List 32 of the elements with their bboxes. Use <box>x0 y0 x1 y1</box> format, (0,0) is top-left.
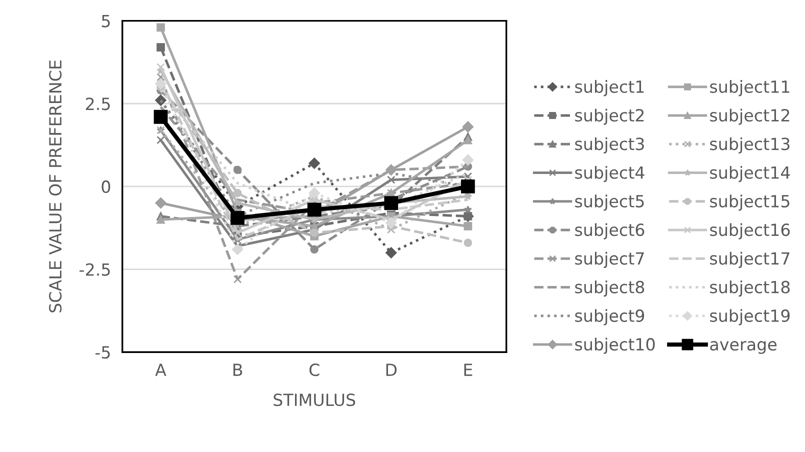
x-tick-label: D <box>386 364 397 376</box>
legend-label: subject14 <box>710 166 790 182</box>
y-tick-label: 0 <box>102 180 110 194</box>
legend-label: subject19 <box>710 309 790 326</box>
legend-label: subject18 <box>710 280 790 297</box>
legend-label: subject3 <box>575 137 644 154</box>
legend-label: subject1 <box>575 80 644 96</box>
legend-label: subject15 <box>710 194 790 211</box>
x-tick-label: B <box>233 364 242 376</box>
legend-label: subject12 <box>710 108 790 125</box>
y-tick-label: 2.5 <box>86 98 110 110</box>
legend-label: subject6 <box>575 223 644 240</box>
legend-label: subject16 <box>710 223 790 240</box>
legend-label: subject5 <box>575 194 644 211</box>
x-axis-title: STIMULUS <box>274 394 356 406</box>
legend-label: subject4 <box>575 166 644 182</box>
legend-label: subject17 <box>710 252 790 268</box>
legend-label: subject13 <box>710 137 790 154</box>
legend-label: subject8 <box>575 280 644 297</box>
y-tick-label: 5 <box>102 14 110 28</box>
legend-label: subject11 <box>710 80 790 96</box>
y-axis-title: SCALE VALUE OF PREFERENCE <box>49 60 62 312</box>
legend-label: average <box>710 341 777 354</box>
legend-label: subject2 <box>575 108 644 125</box>
x-tick-label: A <box>155 364 166 376</box>
x-tick-label: C <box>309 364 320 376</box>
legend-label: subject9 <box>575 309 644 326</box>
y-tick-label: -2.5 <box>80 263 110 276</box>
legend-label: subject7 <box>575 252 644 268</box>
y-tick-label: -5 <box>95 346 110 359</box>
legend-label: subject10 <box>575 338 655 354</box>
x-tick-label: E <box>464 364 472 376</box>
